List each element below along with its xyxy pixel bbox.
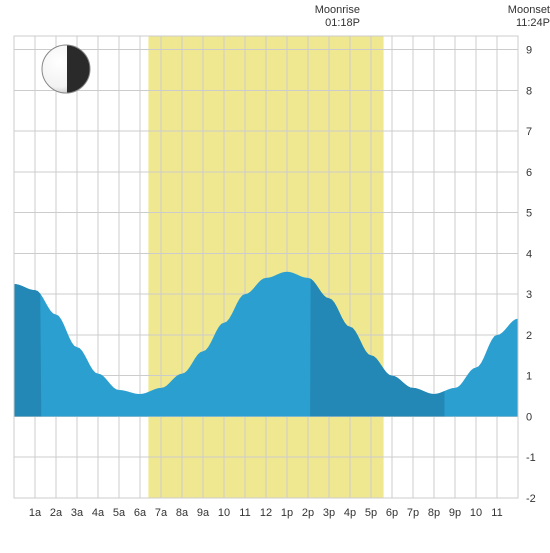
x-tick-label: 1a	[29, 507, 42, 519]
tide-chart-container: Moonrise 01:18P Moonset 11:24P -2-101234…	[0, 0, 550, 550]
y-tick-label: 2	[526, 330, 532, 342]
x-tick-label: 6a	[134, 507, 147, 519]
moon-phase-icon	[42, 45, 90, 93]
x-tick-label: 2a	[50, 507, 63, 519]
x-tick-label: 4p	[344, 507, 356, 519]
x-tick-label: 4a	[92, 507, 105, 519]
x-tick-label: 1p	[281, 507, 293, 519]
y-tick-label: 1	[526, 371, 532, 383]
moonrise-label: Moonrise	[300, 4, 360, 17]
y-tick-label: 6	[526, 167, 532, 179]
y-tick-label: -2	[526, 493, 536, 505]
y-tick-label: 8	[526, 85, 532, 97]
moonset-annotation: Moonset 11:24P	[490, 4, 550, 30]
x-tick-label: 11	[491, 507, 502, 519]
moonset-label: Moonset	[490, 4, 550, 17]
x-tick-label: 3p	[323, 507, 335, 519]
moonrise-time: 01:18P	[300, 17, 360, 30]
tide-shade-1	[14, 284, 41, 416]
x-tick-label: 3a	[71, 507, 84, 519]
y-tick-label: 3	[526, 289, 532, 301]
x-tick-label: 2p	[302, 507, 314, 519]
x-tick-label: 12	[260, 507, 272, 519]
x-tick-label: 9a	[197, 507, 210, 519]
y-tick-label: 9	[526, 45, 532, 57]
y-tick-label: 7	[526, 126, 532, 138]
x-tick-label: 10	[470, 507, 482, 519]
x-tick-label: 11	[239, 507, 250, 519]
x-tick-label: 8a	[176, 507, 189, 519]
x-tick-label: 10	[218, 507, 230, 519]
tide-chart-svg: -2-101234567891a2a3a4a5a6a7a8a9a1011121p…	[0, 0, 550, 550]
x-tick-label: 9p	[449, 507, 461, 519]
x-tick-label: 6p	[386, 507, 398, 519]
y-tick-label: -1	[526, 452, 536, 464]
x-tick-label: 7a	[155, 507, 168, 519]
y-tick-label: 5	[526, 208, 532, 220]
x-tick-label: 5a	[113, 507, 126, 519]
x-tick-label: 7p	[407, 507, 419, 519]
y-tick-label: 0	[526, 411, 532, 423]
x-tick-label: 5p	[365, 507, 377, 519]
y-tick-label: 4	[526, 248, 532, 260]
x-tick-label: 8p	[428, 507, 440, 519]
moonset-time: 11:24P	[490, 17, 550, 30]
moonrise-annotation: Moonrise 01:18P	[300, 4, 360, 30]
